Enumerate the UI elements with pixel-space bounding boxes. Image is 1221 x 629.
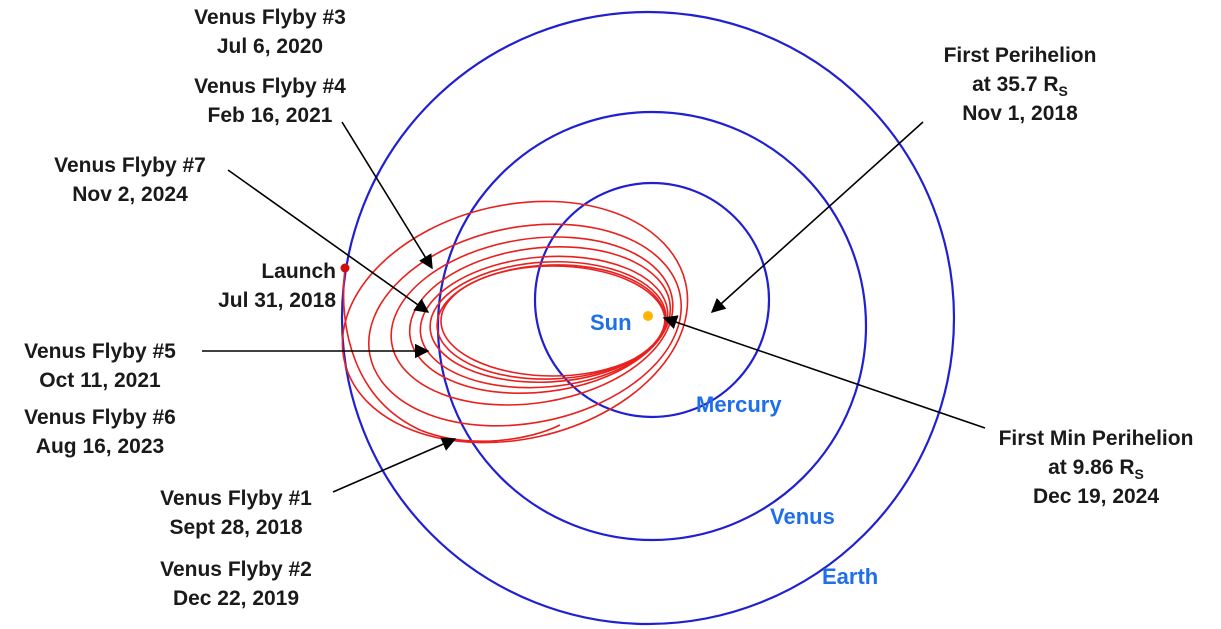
launch-label: Launch Jul 31, 2018 — [218, 260, 336, 312]
venus-label: Venus — [770, 504, 835, 529]
svg-text:Dec 19, 2024: Dec 19, 2024 — [1033, 485, 1159, 508]
flyby6-label: Venus Flyby #6 Aug 16, 2023 — [24, 406, 176, 458]
trajectory-orbit-3 — [390, 236, 674, 406]
first-perihelion-label: First Perihelion at 35.7 RS Nov 1, 2018 — [944, 44, 1097, 125]
earth-orbit — [340, 10, 956, 626]
svg-text:Nov 2, 2024: Nov 2, 2024 — [72, 183, 188, 206]
first-min-perihelion-distance: at 9.86 R — [1048, 456, 1134, 479]
svg-text:First Min Perihelion: First Min Perihelion — [999, 427, 1194, 450]
first-perihelion-distance: at 35.7 R — [972, 73, 1058, 96]
mercury-orbit — [533, 181, 771, 419]
flyby1-arrow — [332, 437, 457, 493]
sun-dot — [643, 311, 653, 321]
svg-text:Launch: Launch — [261, 260, 336, 283]
svg-text:Sept 28, 2018: Sept 28, 2018 — [169, 516, 302, 539]
flyby3-label: Venus Flyby #3 Jul 6, 2020 — [194, 6, 346, 58]
flyby4-arrow — [341, 121, 433, 270]
trajectory-loops — [341, 200, 689, 444]
venus-orbit — [436, 110, 868, 542]
svg-text:Oct 11, 2021: Oct 11, 2021 — [39, 369, 161, 392]
svg-text:Aug 16, 2023: Aug 16, 2023 — [36, 435, 164, 458]
mercury-label: Mercury — [696, 392, 782, 417]
launch-arc — [342, 267, 561, 442]
svg-text:Dec 22, 2019: Dec 22, 2019 — [173, 587, 299, 610]
first-min-perihelion-subscript: S — [1135, 466, 1144, 482]
first-min-perihelion-label: First Min Perihelion at 9.86 RS Dec 19, … — [999, 427, 1194, 508]
svg-text:Venus Flyby #4: Venus Flyby #4 — [194, 75, 346, 98]
trajectory-orbit-4 — [408, 245, 672, 395]
svg-text:Venus Flyby #6: Venus Flyby #6 — [24, 406, 176, 429]
sun-label: Sun — [590, 310, 632, 335]
svg-text:Jul 31, 2018: Jul 31, 2018 — [218, 289, 336, 312]
svg-text:Venus Flyby #2: Venus Flyby #2 — [160, 558, 312, 581]
svg-text:at 35.7 RS: at 35.7 RS — [972, 73, 1068, 99]
first-perihelion-arrow — [710, 121, 924, 313]
svg-text:Nov 1, 2018: Nov 1, 2018 — [962, 102, 1078, 125]
svg-text:Venus Flyby #5: Venus Flyby #5 — [24, 340, 176, 363]
flyby1-label: Venus Flyby #1 Sept 28, 2018 — [160, 487, 312, 539]
flyby7-label: Venus Flyby #7 Nov 2, 2024 — [54, 154, 206, 206]
svg-text:Venus Flyby #7: Venus Flyby #7 — [54, 154, 206, 177]
first-min-perihelion-arrow — [662, 315, 986, 429]
svg-text:at 9.86 RS: at 9.86 RS — [1048, 456, 1144, 482]
launch-dot — [340, 263, 350, 273]
svg-text:Venus Flyby #1: Venus Flyby #1 — [160, 487, 312, 510]
earth-label: Earth — [822, 564, 878, 589]
flyby2-label: Venus Flyby #2 Dec 22, 2019 — [160, 558, 312, 610]
svg-text:Feb 16, 2021: Feb 16, 2021 — [208, 104, 333, 127]
flyby4-label: Venus Flyby #4 Feb 16, 2021 — [194, 75, 346, 127]
svg-text:Venus Flyby #3: Venus Flyby #3 — [194, 6, 346, 29]
flyby5-label: Venus Flyby #5 Oct 11, 2021 — [24, 340, 176, 392]
trajectory-orbit-1 — [341, 200, 689, 444]
flyby7-arrow — [227, 169, 430, 313]
svg-text:Jul 6, 2020: Jul 6, 2020 — [217, 35, 323, 58]
svg-text:First Perihelion: First Perihelion — [944, 44, 1097, 67]
first-perihelion-subscript: S — [1059, 83, 1068, 99]
trajectory-orbit-2 — [367, 223, 683, 427]
trajectory-orbit-5 — [419, 255, 669, 389]
